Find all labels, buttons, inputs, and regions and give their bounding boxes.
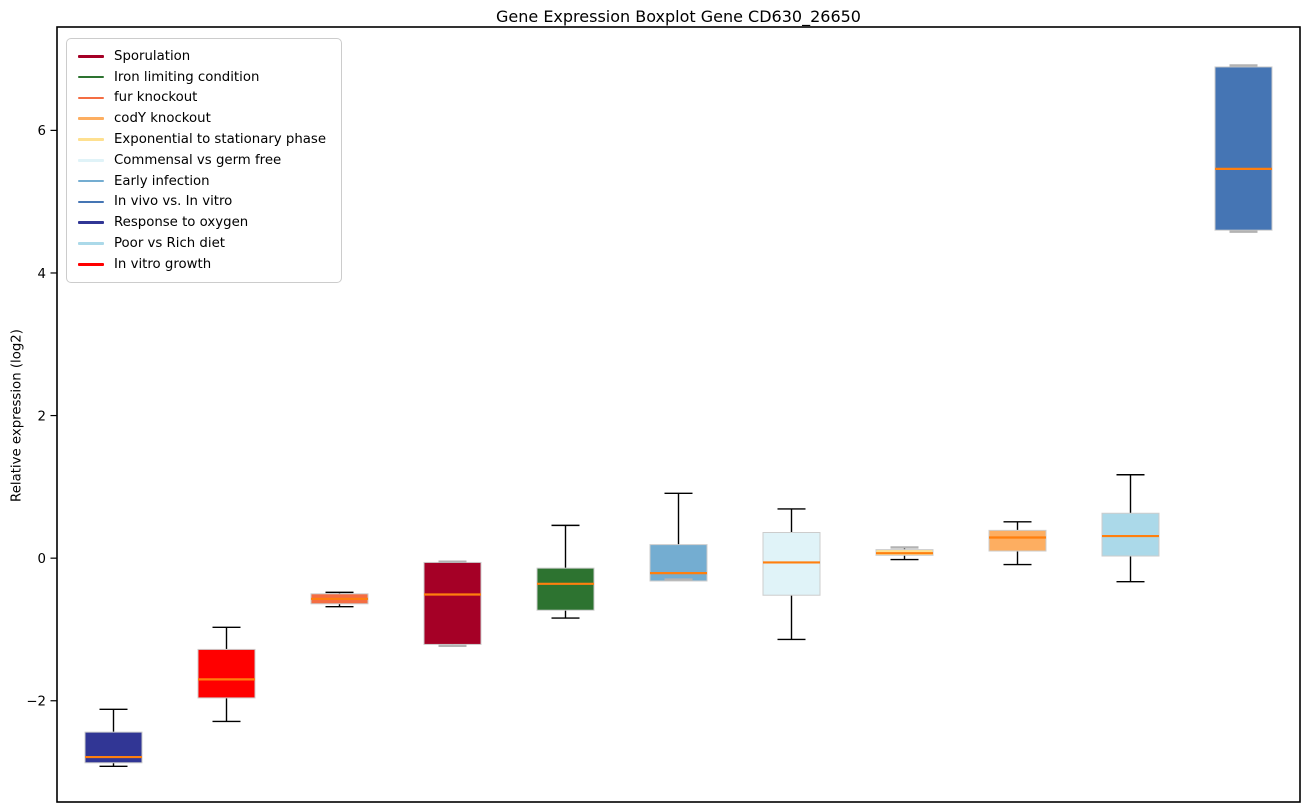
box xyxy=(197,648,256,699)
boxplot-group xyxy=(310,591,369,608)
axes-frame xyxy=(56,26,1301,803)
legend-swatch xyxy=(78,138,104,141)
y-tick-label: −2 xyxy=(26,695,46,710)
y-tick-label: 4 xyxy=(38,267,46,282)
legend-label: fur knockout xyxy=(114,90,198,106)
y-tick-label: 0 xyxy=(38,552,46,567)
box xyxy=(762,531,821,596)
chart-title: Gene Expression Boxplot Gene CD630_26650 xyxy=(496,7,861,26)
box xyxy=(988,529,1047,552)
legend-label: Iron limiting condition xyxy=(114,69,260,85)
boxplot-group xyxy=(649,492,708,582)
boxplot-group xyxy=(84,708,143,768)
legend-label: Early infection xyxy=(114,173,210,189)
y-tick-label: 6 xyxy=(38,124,46,139)
boxplot-group xyxy=(875,546,934,561)
legend-swatch xyxy=(78,75,104,79)
boxplot-group xyxy=(536,524,595,619)
legend-label: Exponential to stationary phase xyxy=(114,131,327,147)
box xyxy=(1214,66,1273,231)
legend-item: Commensal vs germ free xyxy=(73,150,331,171)
legend-item: codY knockout xyxy=(73,108,331,129)
legend-label: In vitro growth xyxy=(114,256,212,272)
boxplot-group xyxy=(1101,474,1160,583)
legend-item: Iron limiting condition xyxy=(73,67,331,88)
legend-label: Sporulation xyxy=(114,48,191,64)
legend-swatch xyxy=(78,242,104,245)
legend-swatch xyxy=(78,179,104,183)
y-tick-label: 2 xyxy=(38,409,46,424)
legend-label: Commensal vs germ free xyxy=(114,152,282,168)
box xyxy=(84,731,143,764)
boxplot-group xyxy=(423,560,482,648)
legend-item: Poor vs Rich diet xyxy=(73,233,331,254)
legend-item: Response to oxygen xyxy=(73,212,331,233)
legend-label: In vivo vs. In vitro xyxy=(114,194,233,210)
legend-item: fur knockout xyxy=(73,88,331,109)
legend-label: Response to oxygen xyxy=(114,215,249,231)
box xyxy=(423,561,482,645)
y-axis-label: Relative expression (log2) xyxy=(9,329,25,502)
box xyxy=(536,567,595,611)
box xyxy=(1101,512,1160,557)
legend-swatch xyxy=(78,200,104,204)
legend-item: Sporulation xyxy=(73,46,331,67)
legend-swatch xyxy=(78,96,104,100)
legend: Sporulation Iron limiting condition fur kn… xyxy=(66,38,342,283)
legend-item: Exponential to stationary phase xyxy=(73,129,331,150)
legend-label: codY knockout xyxy=(114,111,211,127)
boxplot-group xyxy=(1214,64,1273,233)
legend-item: In vitro growth xyxy=(73,254,331,275)
legend-label: Poor vs Rich diet xyxy=(114,235,225,251)
legend-swatch xyxy=(78,117,104,121)
boxplot-group xyxy=(988,521,1047,566)
legend-item: In vivo vs. In vitro xyxy=(73,192,331,213)
legend-swatch xyxy=(78,221,104,225)
boxplot-group xyxy=(762,508,821,641)
legend-swatch xyxy=(78,55,104,58)
box xyxy=(649,544,708,582)
legend-swatch xyxy=(78,159,104,162)
boxplot-group xyxy=(197,626,256,723)
legend-swatch xyxy=(78,263,104,266)
legend-item: Early infection xyxy=(73,171,331,192)
